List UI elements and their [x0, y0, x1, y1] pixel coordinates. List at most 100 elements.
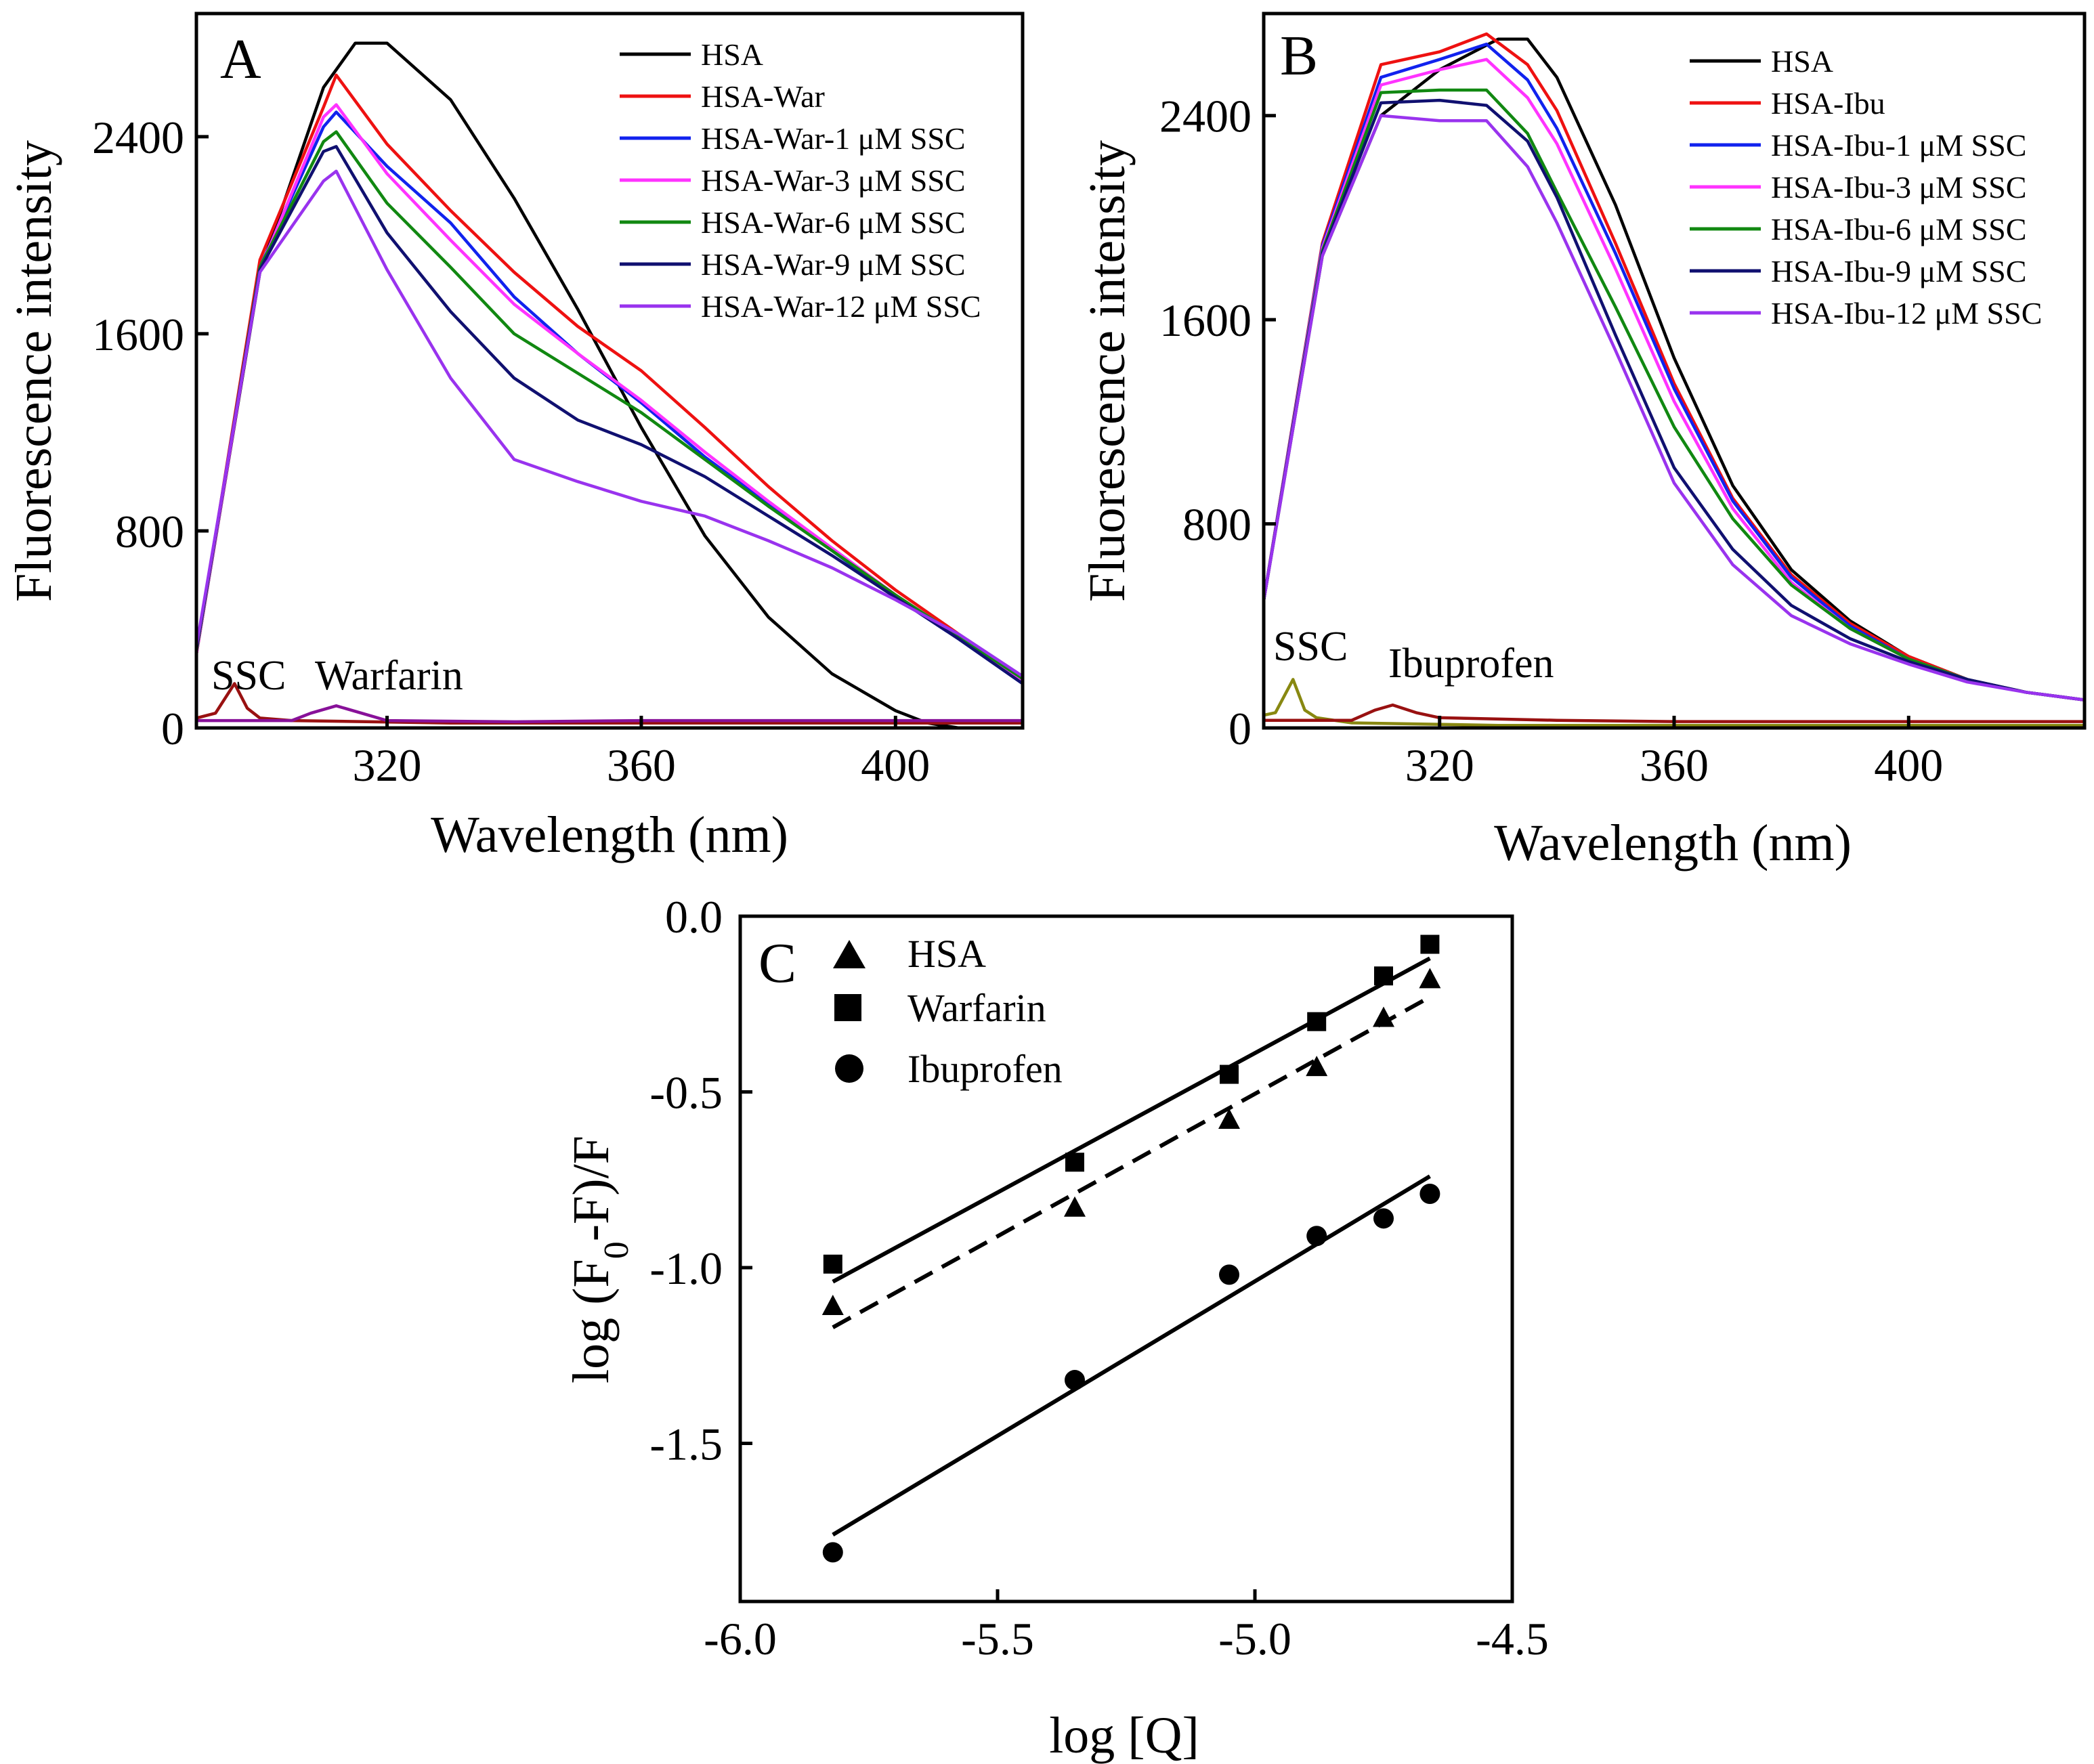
panel-a: 320 360 400 0 800 1600 2400 A SSC Warfarin HSA…: [5, 12, 1025, 863]
panel-b-ytick-label-0: 0: [1228, 703, 1252, 754]
panel-c-fit-line-1: [832, 956, 1431, 1284]
legend-a-label-0: HSA: [701, 37, 763, 72]
legend-a-label-6: HSA-War-12 μM SSC: [701, 289, 981, 324]
panel-c-ytick-label-1: -0.5: [649, 1067, 723, 1118]
panel-a-ytick-label-0: 0: [161, 703, 184, 754]
panel-a-xtick-label-1: 360: [607, 739, 676, 791]
legend-b-label-1: HSA-Ibu: [1771, 86, 1885, 121]
panel-b-series-8: [1264, 703, 2085, 723]
panel-c-point-warfarin-2: [1220, 1064, 1239, 1084]
panel-b-xlabel: Wavelength (nm): [1494, 815, 1852, 872]
panel-c-point-warfarin-3: [1307, 1012, 1327, 1031]
legend-a-label-5: HSA-War-9 μM SSC: [701, 247, 966, 282]
legend-c-marker-hsa: [833, 940, 866, 968]
panel-a-ytick-label-2: 1600: [92, 309, 184, 360]
panel-c-point-ibuprofen-4: [1373, 1208, 1394, 1229]
panel-a-frame: [194, 12, 1025, 730]
panel-b: 320 360 400 0 800 1600 2400 B SSC Ibuprofen HS…: [1079, 12, 2087, 872]
legend-c-marker-warfarin: [834, 994, 861, 1021]
panel-c-ylabel: log (F0-F)/F: [563, 1136, 636, 1383]
panel-c-legend: HSA Warfarin Ibuprofen: [833, 932, 1063, 1091]
legend-b-label-5: HSA-Ibu-9 μM SSC: [1771, 254, 2026, 288]
panel-c-point-warfarin-5: [1420, 934, 1440, 954]
panel-b-xtick-label-0: 320: [1405, 739, 1474, 791]
panel-b-letter: B: [1280, 24, 1318, 87]
panel-c-point-hsa-2: [1218, 1109, 1240, 1130]
panel-b-ibuprofen-annotation: Ibuprofen: [1388, 641, 1554, 687]
panel-c: -6.0 -5.5 -5.0 -4.5 0.0 -0.5 -1.0 -1.5 C HSA Wa…: [563, 891, 1549, 1764]
panel-a-xtick-label-2: 400: [861, 739, 930, 791]
panel-a-ytick-label-1: 800: [115, 506, 184, 557]
legend-b-label-4: HSA-Ibu-6 μM SSC: [1771, 212, 2026, 246]
panel-b-legend: HSA HSA-Ibu HSA-Ibu-1 μM SSC HSA-Ibu-3 μ…: [1690, 44, 2042, 330]
panel-c-letter: C: [758, 932, 796, 995]
legend-c-label-ibuprofen: Ibuprofen: [907, 1047, 1063, 1091]
panel-b-ticks: 320 360 400 0 800 1600 2400: [1159, 91, 1943, 791]
panel-b-xtick-label-2: 400: [1874, 739, 1943, 791]
panel-a-series-6: [196, 169, 1023, 678]
panel-a-warfarin-annotation: Warfarin: [315, 653, 463, 699]
panel-a-legend: HSA HSA-War HSA-War-1 μM SSC HSA-War-3 μ…: [620, 37, 981, 324]
panel-c-xtick-label-0: -6.0: [704, 1613, 777, 1664]
panel-c-point-ibuprofen-5: [1419, 1183, 1440, 1204]
panel-a-ytick-label-3: 2400: [92, 112, 184, 163]
panel-a-series-8: [196, 704, 1023, 724]
panel-c-point-warfarin-4: [1374, 966, 1393, 986]
panel-c-xtick-label-1: -5.5: [961, 1613, 1034, 1664]
panel-c-point-hsa-5: [1419, 968, 1441, 989]
panel-c-xlabel: log [Q]: [1049, 1707, 1199, 1764]
legend-b-label-6: HSA-Ibu-12 μM SSC: [1771, 296, 2042, 330]
panel-a-series-5: [196, 145, 1023, 685]
legend-a-label-1: HSA-War: [701, 79, 825, 114]
panel-c-point-ibuprofen-1: [1065, 1370, 1085, 1391]
panel-b-curves: [1264, 32, 2085, 727]
panel-b-ytick-label-1: 800: [1182, 499, 1252, 551]
legend-a-label-4: HSA-War-6 μM SSC: [701, 205, 966, 240]
panel-a-series-0: [196, 41, 1023, 728]
panel-a-series-4: [196, 130, 1023, 681]
panel-b-ylabel: Fluorescence intensity: [1079, 140, 1136, 602]
legend-b-label-3: HSA-Ibu-3 μM SSC: [1771, 170, 2026, 205]
panel-b-frame: [1262, 12, 2087, 730]
panel-a-curves: [196, 41, 1023, 728]
panel-b-ssc-annotation: SSC: [1273, 624, 1348, 670]
panel-c-point-hsa-0: [821, 1295, 844, 1316]
legend-b-label-2: HSA-Ibu-1 μM SSC: [1771, 128, 2026, 163]
panel-a-ssc-annotation: SSC: [211, 653, 286, 699]
panel-b-xtick-label-1: 360: [1640, 739, 1709, 791]
panel-c-xtick-label-3: -4.5: [1476, 1613, 1549, 1664]
panel-a-letter: A: [220, 28, 261, 91]
panel-c-point-hsa-4: [1373, 1006, 1394, 1027]
panel-a-series-1: [196, 73, 1023, 681]
panel-c-point-hsa-3: [1306, 1056, 1328, 1077]
panel-c-ytick-label-0: 0.0: [665, 891, 723, 943]
legend-a-label-3: HSA-War-3 μM SSC: [701, 163, 966, 198]
panel-c-fit-line-0: [832, 995, 1431, 1329]
panel-b-ytick-label-2: 1600: [1159, 295, 1252, 346]
panel-c-point-hsa-1: [1064, 1196, 1086, 1217]
panel-c-plot: [821, 934, 1441, 1563]
legend-a-label-2: HSA-War-1 μM SSC: [701, 121, 966, 156]
panel-c-frame: [738, 914, 1514, 1604]
panel-a-xlabel: Wavelength (nm): [431, 806, 788, 863]
panel-a-ticks: 320 360 400 0 800 1600 2400: [92, 112, 930, 791]
panel-c-ytick-label-3: -1.5: [649, 1418, 723, 1469]
panel-a-ylabel: Fluorescence intensity: [5, 140, 62, 602]
legend-c-marker-ibuprofen: [835, 1054, 863, 1083]
legend-c-label-hsa: HSA: [907, 932, 986, 976]
panel-c-point-ibuprofen-0: [822, 1542, 843, 1563]
panel-c-ytick-label-2: -1.0: [649, 1243, 723, 1294]
panel-b-series-5: [1264, 98, 2085, 702]
panel-c-point-warfarin-0: [823, 1254, 842, 1274]
panel-c-point-ibuprofen-3: [1306, 1226, 1327, 1247]
panel-c-ticks: -6.0 -5.5 -5.0 -4.5 0.0 -0.5 -1.0 -1.5: [649, 891, 1548, 1664]
legend-b-label-0: HSA: [1771, 44, 1833, 79]
panel-c-point-warfarin-1: [1065, 1153, 1084, 1172]
panel-b-series-6: [1264, 114, 2085, 702]
legend-c-label-warfarin: Warfarin: [907, 986, 1046, 1030]
panel-c-fit-line-2: [832, 1174, 1431, 1536]
panel-c-point-ibuprofen-2: [1219, 1264, 1239, 1285]
panel-a-xtick-label-0: 320: [353, 739, 422, 791]
panel-c-xtick-label-2: -5.0: [1218, 1613, 1291, 1664]
